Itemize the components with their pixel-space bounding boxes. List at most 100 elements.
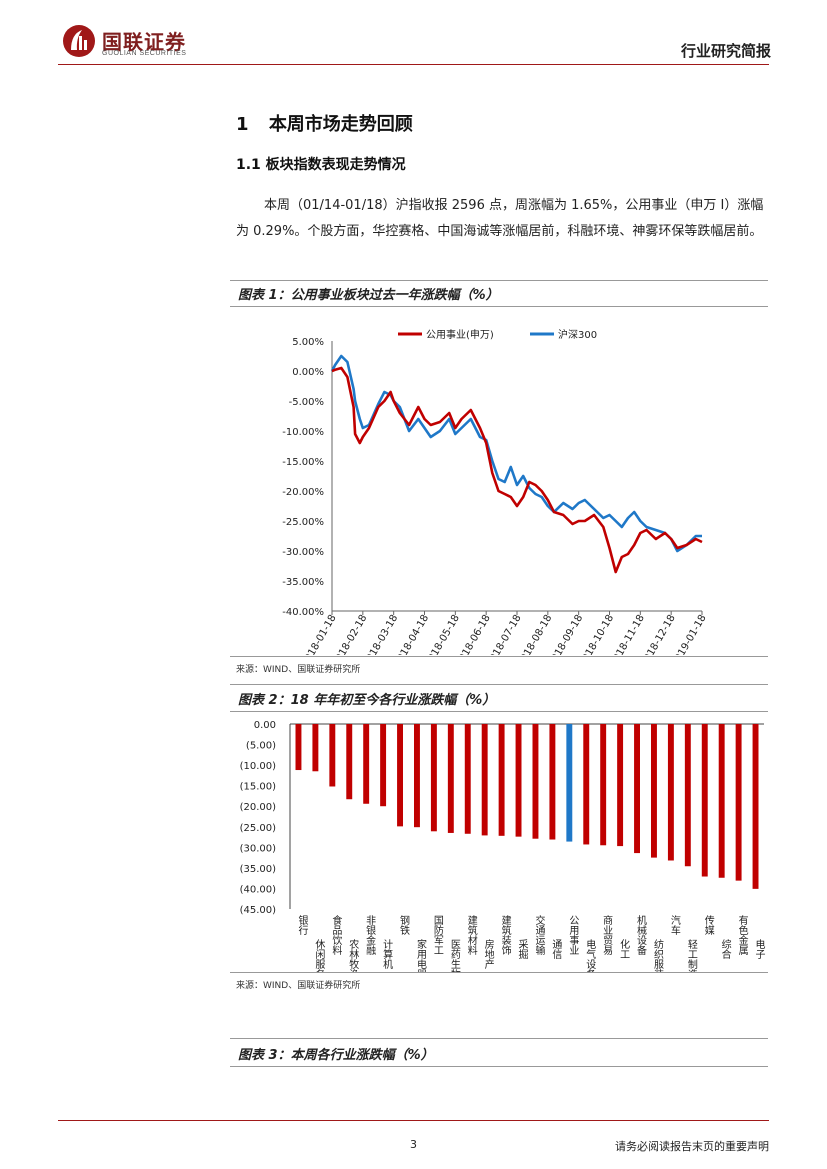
x-category-label: 计算机 [381, 938, 393, 970]
bar [617, 724, 624, 847]
bar [651, 724, 657, 858]
y-tick-label: -40.00% [282, 607, 324, 618]
section-title: 本周市场走势回顾 [268, 114, 413, 135]
section-number: 1 [236, 114, 249, 135]
fig2-title: 图表 2：18 年年初至今各行业涨跌幅（%） [238, 693, 496, 708]
x-category-label: 电气设备 [584, 938, 596, 972]
fig2-bottom-rule [230, 972, 768, 973]
line-chart: 5.00% 0.00% -5.00% -10.00% -15.00% -20.00% -25… [282, 328, 708, 655]
subsection-heading: 1.1 板块指数表现走势情况 [236, 157, 406, 173]
x-category-label: 轻工制造 [685, 938, 697, 972]
x-tick-label: 2018-01-18 [300, 613, 339, 655]
x-category-label: 银行 [296, 914, 308, 936]
bar [752, 724, 759, 889]
x-category-label: 商业贸易 [601, 914, 613, 956]
bar [397, 724, 403, 827]
y-tick-label: 0.00 [254, 720, 276, 731]
logo-subtext: GUOLIAN SECURITIES [102, 50, 187, 57]
y-tick-label: (20.00) [240, 802, 277, 813]
bar [684, 724, 691, 867]
bar [566, 724, 573, 842]
bar [346, 724, 353, 800]
footer-disclaimer: 请务必阅读报告末页的重要声明 [615, 1140, 769, 1153]
x-category-label: 国防军工 [431, 915, 443, 955]
fig1-top-rule [230, 280, 768, 281]
bar [380, 724, 387, 807]
legend-label: 沪深300 [558, 328, 597, 341]
y-tick-label: (35.00) [240, 864, 277, 875]
y-tick-label: -35.00% [282, 577, 324, 588]
section-heading: 1 本周市场走势回顾 [236, 110, 413, 136]
y-tick-label: -10.00% [282, 427, 324, 438]
x-category-label: 化工 [618, 938, 630, 959]
bar [498, 724, 505, 836]
bar [735, 724, 742, 881]
fig2-title-rule [230, 711, 768, 712]
x-category-label: 采掘 [516, 939, 528, 960]
bar [634, 724, 640, 854]
y-tick-label: 0.00% [292, 367, 324, 378]
bar [329, 724, 336, 787]
bar [600, 724, 607, 846]
y-tick-label: (30.00) [240, 843, 277, 854]
x-category-label: 纺织服装 [651, 938, 663, 972]
bar [701, 724, 708, 877]
page-number: 3 [410, 1138, 417, 1151]
legend-label: 公用事业(申万) [426, 328, 494, 341]
logo: 国联证券 GUOLIAN SECURITIES [62, 24, 212, 60]
y-tick-label: -15.00% [282, 457, 324, 468]
bar [414, 724, 420, 828]
x-category-label: 电子 [753, 938, 765, 959]
bar [312, 724, 319, 772]
header-rule [58, 64, 769, 65]
x-category-label: 建筑材料 [465, 914, 477, 956]
x-category-label: 家用电器 [414, 938, 426, 972]
y-tick-label: (25.00) [240, 823, 277, 834]
y-tick-label: (15.00) [240, 782, 277, 793]
fig2-top-rule [230, 684, 768, 685]
fig1-bottom-rule [230, 656, 768, 657]
bar [464, 724, 471, 834]
report-type: 行业研究简报 [680, 42, 771, 60]
y-tick-label: (45.00) [240, 905, 277, 916]
y-tick-label: (5.00) [246, 741, 276, 752]
x-category-label: 非银金融 [364, 915, 376, 956]
body-paragraph: 本周（01/14-01/18）沪指收报 2596 点，周涨幅为 1.65%，公用… [236, 198, 764, 239]
x-category-label: 公用事业 [567, 915, 579, 955]
x-category-label: 农林牧渔 [347, 938, 359, 972]
x-category-label: 有色金属 [736, 914, 748, 956]
x-category-label: 综合 [719, 938, 731, 960]
bar [363, 724, 370, 804]
bar-chart: 0.00 (5.00) (10.00) (15.00) (20.00) (25.00) (3… [240, 720, 765, 972]
bar [295, 724, 302, 771]
x-category-label: 汽车 [668, 914, 680, 936]
y-tick-label: -30.00% [282, 547, 324, 558]
fig3-title: 图表 3：本周各行业涨跌幅（%） [238, 1048, 434, 1063]
y-tick-label: (10.00) [240, 761, 277, 772]
x-category-label: 房地产 [482, 938, 494, 970]
fig3-title-rule [230, 1066, 768, 1067]
series-line [330, 354, 702, 553]
x-category-label: 食品饮料 [330, 914, 342, 956]
series-line [331, 366, 703, 574]
bar [430, 724, 437, 832]
y-tick-label: (40.00) [240, 884, 277, 895]
bar [481, 724, 488, 836]
fig3-top-rule [230, 1038, 768, 1039]
bar [447, 724, 454, 833]
y-tick-label: -5.00% [289, 397, 324, 408]
x-category-label: 医药生物 [448, 939, 460, 972]
bar [718, 724, 725, 878]
fig1-title-rule [230, 306, 768, 307]
logo-text: 国联证券 [102, 30, 186, 54]
fig2-source: 来源：WIND、国联证券研究所 [236, 981, 361, 991]
y-tick-label: -25.00% [282, 517, 324, 528]
y-tick-label: -20.00% [282, 487, 324, 498]
x-category-label: 机械设备 [635, 914, 647, 956]
logo-mark-icon [63, 25, 95, 57]
bar [549, 724, 556, 840]
bar [515, 724, 522, 837]
x-category-label: 钢铁 [398, 914, 410, 936]
footer-rule [58, 1120, 769, 1121]
fig1-source: 来源：WIND、国联证券研究所 [236, 665, 361, 675]
